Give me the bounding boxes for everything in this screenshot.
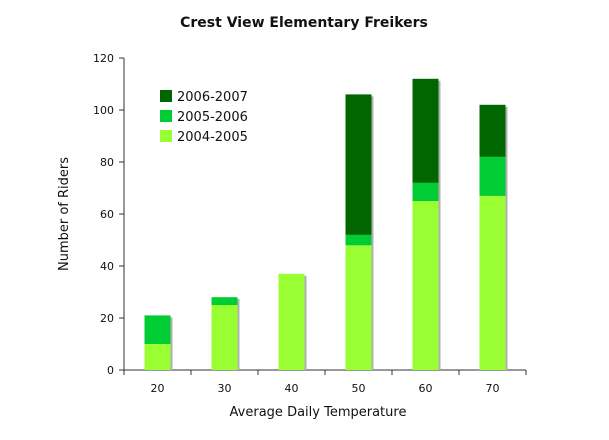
- bar-segment: [479, 195, 506, 370]
- x-axis-label: Average Daily Temperature: [230, 405, 407, 420]
- bar-segment: [144, 344, 171, 370]
- bar-segment: [144, 315, 171, 344]
- bar-segment: [412, 182, 439, 201]
- bar-segment: [479, 104, 506, 157]
- bar-segment: [211, 297, 238, 305]
- legend: 2006-2007 2005-2006 2004-2005: [160, 90, 248, 145]
- bar-segment: [211, 305, 238, 370]
- y-axis-label: Number of Riders: [57, 157, 72, 271]
- x-tick-label: 40: [285, 382, 299, 395]
- y-tick-label: 120: [93, 52, 114, 65]
- y-tick-label: 100: [93, 104, 114, 117]
- bar-segment: [345, 94, 372, 235]
- x-tick-label: 50: [352, 382, 366, 395]
- axes: 0 20 40 60 80 100 120 20 30 40 50 60 70: [93, 52, 527, 395]
- bar-segment: [412, 201, 439, 370]
- x-tick-label: 20: [151, 382, 165, 395]
- x-tick-label: 60: [419, 382, 433, 395]
- legend-swatch: [160, 90, 172, 102]
- y-tick-label: 20: [100, 312, 114, 325]
- y-tick-label: 60: [100, 208, 114, 221]
- y-tick-label: 80: [100, 156, 114, 169]
- y-tick-label: 40: [100, 260, 114, 273]
- bar-segment: [412, 78, 439, 183]
- legend-label: 2004-2005: [177, 130, 248, 145]
- bar-segment: [345, 245, 372, 370]
- bar-segment: [345, 234, 372, 246]
- bar-segment: [479, 156, 506, 196]
- y-tick-label: 0: [107, 364, 114, 377]
- bar-segment: [278, 273, 305, 370]
- chart-title: Crest View Elementary Freikers: [180, 15, 428, 31]
- legend-label: 2006-2007: [177, 90, 248, 105]
- legend-swatch: [160, 110, 172, 122]
- legend-swatch: [160, 130, 172, 142]
- bars: [144, 78, 508, 371]
- legend-label: 2005-2006: [177, 110, 248, 125]
- x-tick-label: 30: [218, 382, 232, 395]
- x-tick-label: 70: [486, 382, 500, 395]
